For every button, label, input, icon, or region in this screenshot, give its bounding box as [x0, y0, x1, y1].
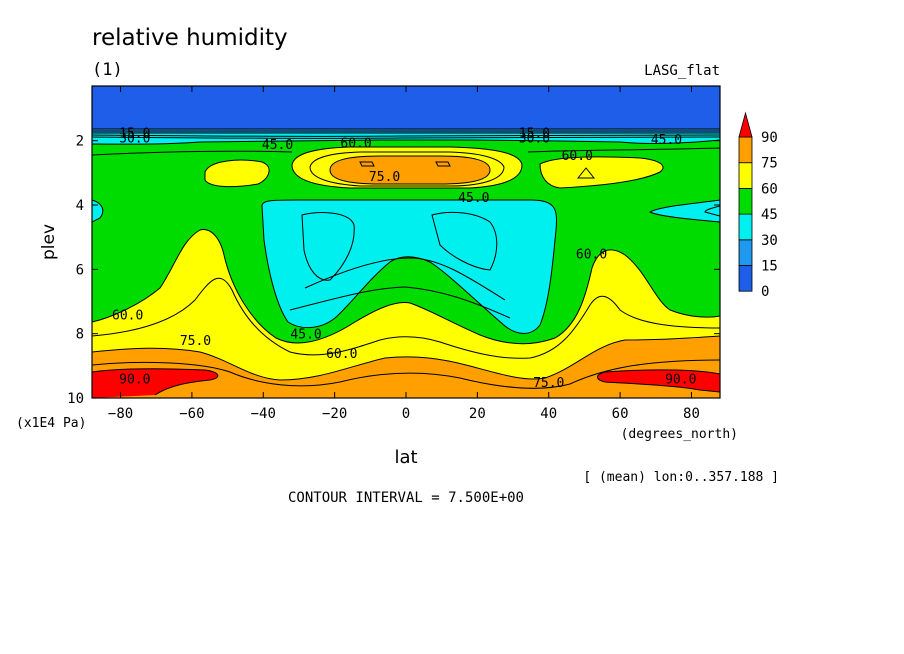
contour-label: 30.0 — [519, 131, 550, 146]
mean-note: [ (mean) lon:0..357.188 ] — [583, 470, 779, 485]
contour-label: 60.0 — [112, 308, 143, 323]
contour-label: 60.0 — [576, 247, 607, 262]
y-tick-label: 10 — [67, 391, 84, 407]
region-30-45-right-edge — [650, 200, 720, 222]
contour-label: 15.0 — [519, 127, 550, 142]
colorbar-arrow — [738, 111, 753, 138]
region-60-75-left-blob — [205, 160, 270, 187]
y-axis-units: (x1E4 Pa) — [16, 416, 86, 431]
x-tick-label: 20 — [469, 406, 486, 422]
x-tick-label: −20 — [322, 406, 347, 422]
contour-lines — [92, 128, 720, 396]
contour-label: 45.0 — [458, 191, 489, 206]
y-tick-label: 2 — [76, 134, 84, 150]
run-label: LASG_flat — [644, 63, 720, 79]
colorbar-label: 15 — [761, 259, 778, 275]
contour-label: 45.0 — [651, 133, 682, 148]
x-axis-units: (degrees_north) — [621, 427, 738, 442]
x-tick-label: −80 — [108, 406, 133, 422]
contour-label: 15.0 — [119, 127, 150, 142]
colorbar-box — [738, 265, 753, 292]
y-tick-label: 6 — [76, 262, 84, 278]
y-tick-label: 8 — [76, 327, 84, 343]
x-axis-label: lat — [394, 447, 417, 468]
contour-label: 75.0 — [369, 170, 400, 185]
x-tick-label: −40 — [251, 406, 276, 422]
chart-subtitle: (1) — [92, 60, 123, 80]
x-tick-label: 40 — [540, 406, 557, 422]
contour-label: 75.0 — [180, 334, 211, 349]
colorbar-box — [738, 136, 753, 164]
x-tick-label: −60 — [179, 406, 204, 422]
colorbar-box — [738, 213, 753, 241]
region-90plus-right — [597, 369, 720, 392]
colorbar-label: 60 — [761, 181, 778, 197]
y-axis-label: plev — [39, 224, 59, 260]
colorbar-label: 75 — [761, 156, 778, 172]
colorbar-box — [738, 187, 753, 215]
contour-label: 45.0 — [290, 328, 321, 343]
colorbar-label: 30 — [761, 233, 778, 249]
colorbar-label: 90 — [761, 130, 778, 146]
plot-area: 15.030.0 15.030.045.0 60.0 45.060.075.045.0… — [92, 86, 720, 398]
contour-label: 75.0 — [533, 376, 564, 391]
contour-label: 60.0 — [326, 347, 357, 362]
colorbar-box — [738, 239, 753, 266]
contour-label: 90.0 — [119, 373, 150, 388]
region-75-90-lower — [92, 336, 720, 398]
colorbar-label: 45 — [761, 207, 778, 223]
x-tick-label: 80 — [683, 406, 700, 422]
region-60-75-lower — [92, 229, 720, 398]
contour-label: 90.0 — [665, 373, 696, 388]
contour-labels: 15.030.0 15.030.045.0 60.0 45.060.075.045.0… — [112, 127, 696, 391]
contour-label: 60.0 — [562, 149, 593, 164]
region-75-90-upper — [330, 156, 490, 184]
contour-interval-note: CONTOUR INTERVAL = 7.500E+00 — [288, 490, 524, 506]
chart-title: relative humidity — [92, 25, 288, 51]
y-axis-ticks: 2 4 6 8 10 — [67, 134, 720, 407]
colorbar: 0 15 30 45 60 75 90 — [738, 111, 778, 300]
x-tick-label: 0 — [402, 406, 410, 422]
contour-label: 60.0 — [340, 136, 371, 151]
x-axis-ticks: −80 −60 −40 −20 0 20 40 60 80 — [108, 86, 700, 422]
contour-label: 30.0 — [119, 131, 150, 146]
colorbar-label: 0 — [761, 284, 769, 300]
colorbar-box — [738, 162, 753, 189]
region-30-45-center — [262, 200, 557, 334]
region-90plus-left — [92, 368, 218, 398]
contour-label: 45.0 — [262, 138, 293, 153]
region-0-15 — [92, 86, 720, 129]
y-tick-label: 4 — [76, 198, 84, 214]
x-tick-label: 60 — [612, 406, 629, 422]
